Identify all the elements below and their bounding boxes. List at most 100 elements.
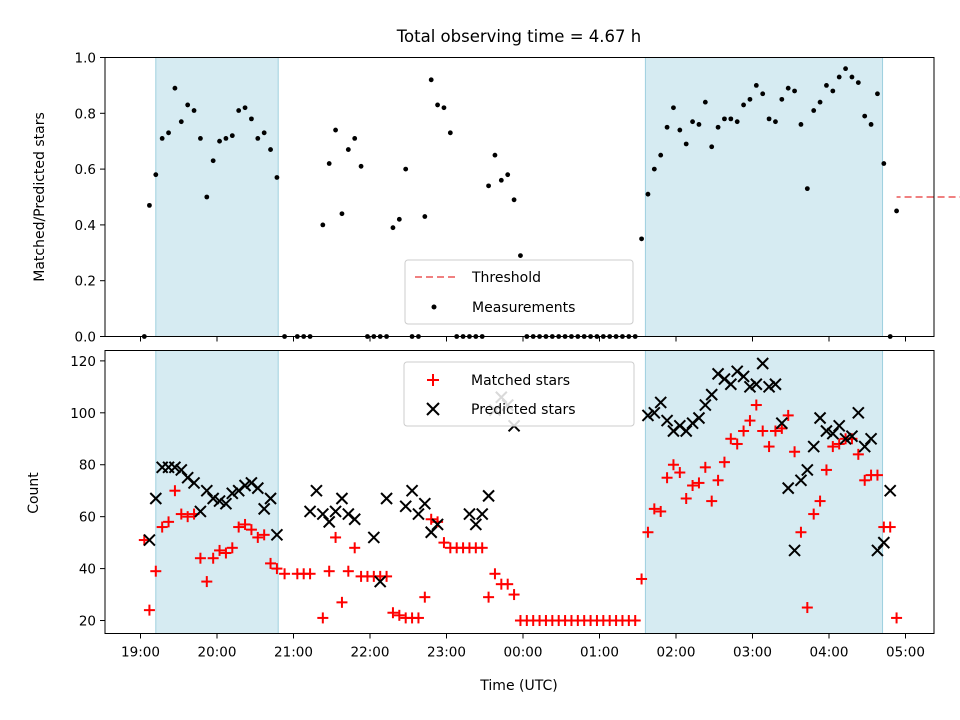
measurement-point (274, 175, 280, 180)
predicted-star-point (329, 505, 342, 518)
top-axes-frame (104, 57, 935, 337)
predicted-star-point (194, 505, 207, 518)
predicted-star-point (264, 492, 277, 505)
measurement-point (320, 222, 326, 228)
matched-star-point (476, 542, 488, 554)
matched-star-point (789, 446, 801, 458)
measurement-point (178, 119, 184, 125)
matched-star-point (502, 578, 514, 590)
predicted-star-point (219, 497, 233, 510)
legend-threshold-label: Threshold (471, 270, 541, 286)
bottom-y-tick-label: 80 (79, 458, 96, 474)
predicted-star-point (877, 536, 891, 549)
predicted-star-point (149, 492, 163, 505)
predicted-star-point (743, 380, 757, 394)
matched-star-point (182, 511, 194, 523)
bottom-y-tick-label: 120 (70, 354, 96, 370)
bottom-shaded-interval (155, 350, 279, 634)
measurement-point (824, 83, 829, 88)
matched-star-point (138, 534, 150, 546)
measurement-point (671, 105, 676, 111)
matched-star-point (252, 531, 264, 543)
matched-star-point (330, 531, 342, 543)
predicted-star-point (431, 518, 444, 531)
measurement-point (492, 152, 498, 158)
matched-star-point (687, 480, 699, 492)
bottom-panel: 20 40 60 80 100 120 19:00 20:00 21:00 22:00 23:00… (26, 350, 935, 694)
predicted-star-point (699, 398, 712, 412)
x-tick-label: 04:00 (810, 645, 849, 661)
matched-star-point (156, 521, 168, 533)
matched-star-point (884, 521, 896, 533)
measurement-point (159, 136, 165, 141)
measurement-point (166, 130, 171, 136)
matched-star-point (738, 425, 750, 437)
matched-star-point (304, 568, 316, 580)
matched-star-point (381, 570, 393, 582)
predicted-star-point (781, 481, 795, 495)
matched-star-point (419, 591, 431, 603)
matched-star-point (483, 591, 495, 603)
measurement-point (486, 183, 491, 189)
measurement-point (229, 133, 235, 139)
measurement-point (352, 136, 358, 141)
matched-star-point (336, 596, 348, 608)
top-panel: 0.0 0.2 0.4 0.6 0.8 1.0 Matched/Predicted sta… (32, 51, 960, 346)
measurement-point (785, 85, 791, 91)
matched-star-point (712, 474, 724, 486)
matched-star-point (349, 542, 361, 554)
measurement-point (894, 208, 899, 214)
measurement-point (236, 108, 242, 113)
measurement-point (804, 186, 810, 192)
matched-star-point (508, 589, 520, 601)
measurement-point (498, 177, 504, 183)
measurement-point (441, 105, 447, 111)
matched-star-point (489, 568, 501, 580)
predicted-star-point (654, 396, 667, 409)
measurement-point (255, 136, 261, 141)
matched-star-point (667, 459, 679, 471)
x-tick-label: 00:00 (504, 645, 543, 661)
predicted-star-point (775, 416, 789, 430)
top-y-tick-label: 0.2 (75, 274, 96, 290)
legend-measurements-label: Measurements (472, 300, 575, 316)
measurement-point (836, 74, 842, 80)
predicted-star-point (322, 515, 336, 529)
matched-star-point (207, 552, 219, 564)
matched-star-point (871, 469, 883, 481)
measurement-point (210, 158, 216, 164)
predicted-star-point (238, 479, 252, 492)
matched-star-point (271, 563, 283, 575)
measurement-point (690, 119, 695, 125)
predicted-star-point (813, 411, 827, 425)
predicted-star-point (788, 544, 801, 557)
measurement-point (760, 91, 766, 97)
measurement-point (345, 147, 351, 152)
predicted-star-point (660, 414, 674, 427)
measurement-point (242, 105, 248, 111)
measurement-point (153, 172, 159, 178)
matched-star-point (776, 422, 788, 434)
legend-measurements-swatch (431, 304, 437, 310)
predicted-star-point (769, 378, 782, 391)
matched-star-point (808, 508, 820, 520)
measurement-point (862, 113, 868, 119)
top-y-tick-label: 0.6 (75, 162, 96, 178)
top-y-axis-label: Matched/Predicted stars (32, 112, 48, 282)
measurement-point (428, 77, 434, 83)
matched-star-point (750, 399, 762, 411)
matched-star-point (833, 438, 845, 450)
predicted-star-point (839, 432, 852, 445)
bottom-legend: Matched stars Predicted stars (403, 361, 635, 427)
matched-star-point (169, 485, 181, 497)
matched-star-point (820, 464, 832, 476)
matched-star-point (655, 505, 667, 517)
measurement-point (773, 119, 778, 125)
top-y-tick-label: 0.0 (75, 330, 96, 346)
measurement-point (217, 138, 222, 144)
measurement-point (849, 74, 855, 80)
measurement-point (185, 102, 191, 108)
measurement-point (198, 136, 203, 141)
predicted-star-point (213, 494, 226, 508)
measurement-point (403, 166, 409, 172)
